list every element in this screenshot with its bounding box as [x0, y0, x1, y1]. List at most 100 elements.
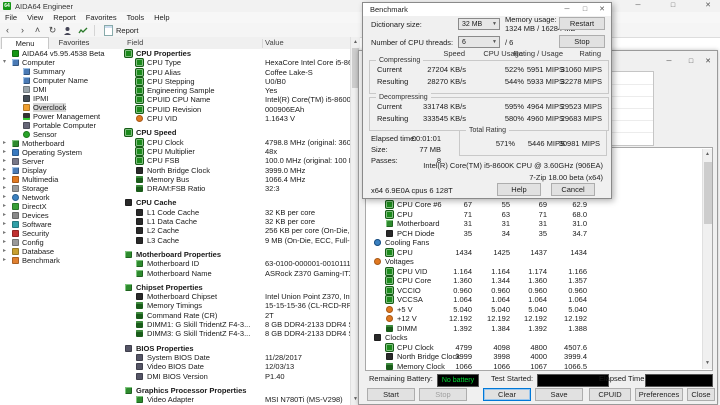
collapse-icon[interactable]: ▾	[3, 59, 7, 65]
tree-item-network[interactable]: ▸ Network	[0, 193, 120, 202]
list-row[interactable]: CPU Multiplier 48x	[120, 147, 350, 156]
column-header-field[interactable]: Field	[127, 38, 144, 47]
close-icon[interactable]: ✕	[705, 2, 711, 9]
sst-close-icon[interactable]: ✕	[705, 58, 711, 65]
list-section-row[interactable]: BIOS Properties	[120, 344, 350, 353]
sensor-row[interactable]: +5 V 5.040 5.040 5.040 5.040	[366, 305, 712, 315]
tree-item-motherboard[interactable]: ▸ Motherboard	[0, 139, 120, 148]
menu-report[interactable]: Report	[53, 13, 76, 22]
list-row[interactable]: Motherboard Chipset Intel Union Point Z37…	[120, 292, 350, 301]
tree-item-security[interactable]: ▸ Security	[0, 229, 120, 238]
list-row[interactable]: CPU Alias Coffee Lake-S	[120, 68, 350, 77]
list-row[interactable]: North Bridge Clock 3999.0 MHz	[120, 166, 350, 175]
scroll-thumb[interactable]	[352, 48, 359, 88]
forward-icon[interactable]: ›	[21, 25, 24, 35]
list-row[interactable]: CPU VID 1.1643 V	[120, 114, 350, 123]
list-row[interactable]: CPU Stepping U0/B0	[120, 77, 350, 86]
expand-icon[interactable]: ▸	[3, 167, 7, 173]
list-section-row[interactable]: Chipset Properties	[120, 283, 350, 292]
column-header-value[interactable]: Value	[265, 38, 284, 47]
list-section-row[interactable]: Graphics Processor Properties	[120, 386, 350, 395]
sensor-row[interactable]: CPU 71 63 71 68.0	[366, 210, 712, 220]
list-row[interactable]: CPU FSB 100.0 MHz (original: 100 MHz)	[120, 156, 350, 165]
tree-item-database[interactable]: ▸ Database	[0, 247, 120, 256]
tree-item-multimedia[interactable]: ▸ Multimedia	[0, 175, 120, 184]
list-row[interactable]: DIMM1: G Skill TridentZ F4-3... 8 GB DDR4…	[120, 320, 350, 329]
sensor-row[interactable]: CPU 1434 1425 1437 1434	[366, 248, 712, 258]
list-row[interactable]: Motherboard Name ASRock Z370 Gaming-ITX/a…	[120, 269, 350, 278]
list-section-row[interactable]: CPU Cache	[120, 198, 350, 207]
report-button[interactable]: Report	[99, 24, 144, 37]
user-icon[interactable]	[60, 24, 75, 36]
expand-icon[interactable]: ▸	[3, 230, 7, 236]
list-row[interactable]: CPU Clock 4798.8 MHz (original: 3600 MHz,…	[120, 138, 350, 147]
expand-icon[interactable]: ▸	[3, 257, 7, 263]
sst-scroll-down-icon[interactable]: ▼	[705, 360, 710, 366]
list-row[interactable]: DMI BIOS Version P1.40	[120, 372, 350, 381]
sensor-row[interactable]: Motherboard 31 31 31 31.0	[366, 219, 712, 229]
stop-button[interactable]: Stop	[419, 388, 467, 401]
menu-file[interactable]: File	[5, 13, 18, 22]
tree-item-computer-name[interactable]: Computer Name	[0, 76, 120, 85]
bench-minimize-icon[interactable]: ─	[564, 6, 570, 13]
sst-scrollbar[interactable]: ▲ ▼	[702, 149, 712, 369]
menu-favorites[interactable]: Favorites	[85, 13, 117, 22]
list-row[interactable]: Command Rate (CR) 2T	[120, 311, 350, 320]
scroll-down-icon[interactable]: ▼	[353, 396, 358, 402]
minimize-icon[interactable]: ─	[635, 2, 641, 9]
expand-icon[interactable]: ▸	[3, 221, 7, 227]
list-section-row[interactable]: Motherboard Properties	[120, 250, 350, 259]
expand-icon[interactable]: ▸	[3, 176, 7, 182]
up-icon[interactable]: ˄	[34, 25, 41, 35]
list-row[interactable]: CPU Type HexaCore Intel Core i5-8600K	[120, 58, 350, 67]
tree-item-overclock[interactable]: Overclock	[0, 103, 120, 112]
cpu-threads-select[interactable]: 6 ▼	[458, 36, 500, 48]
tree-item-operating-system[interactable]: ▸ Operating System	[0, 148, 120, 157]
bench-close-icon[interactable]: ✕	[599, 6, 605, 13]
list-row[interactable]: Memory Bus 1066.4 MHz	[120, 175, 350, 184]
list-row[interactable]: L3 Cache 9 MB (On-Die, ECC, Full-Speed)	[120, 236, 350, 245]
sensor-row[interactable]: VCCIO 0.960 0.960 0.960 0.960	[366, 286, 712, 296]
list-row[interactable]: CPUID CPU Name Intel(R) Core(TM) i5-8600K…	[120, 95, 350, 104]
list-row[interactable]: Video Adapter MSI N780Ti (MS-V298)	[120, 395, 350, 404]
menu-help[interactable]: Help	[154, 13, 170, 22]
tree-item-power-management[interactable]: Power Management	[0, 112, 120, 121]
list-section-row[interactable]: CPU Speed	[120, 128, 350, 137]
tree-item-aida64-v5-95-4538-beta[interactable]: AIDA64 v5.95.4538 Beta	[0, 49, 120, 58]
refresh-icon[interactable]: ↻	[48, 25, 57, 35]
back-icon[interactable]: ‹	[6, 25, 9, 35]
sensor-row[interactable]: Memory Clock 1066 1066 1067 1066.5	[366, 362, 712, 370]
list-row[interactable]: System BIOS Date 11/28/2017	[120, 353, 350, 362]
expand-icon[interactable]: ▸	[3, 203, 7, 209]
tree-item-devices[interactable]: ▸ Devices	[0, 211, 120, 220]
sensor-group-row[interactable]: Clocks	[366, 333, 712, 343]
tree-item-portable-computer[interactable]: Portable Computer	[0, 121, 120, 130]
sensor-row[interactable]: DIMM 1.392 1.384 1.392 1.388	[366, 324, 712, 334]
column-separator[interactable]	[262, 39, 263, 48]
help-button[interactable]: Help	[497, 183, 541, 196]
menu-view[interactable]: View	[27, 13, 44, 22]
cpuid-button[interactable]: CPUID	[589, 388, 631, 401]
list-section-row[interactable]: CPU Properties	[120, 49, 350, 58]
expand-icon[interactable]: ▸	[3, 140, 7, 146]
list-row[interactable]: DRAM:FSB Ratio 32:3	[120, 184, 350, 193]
sensor-row[interactable]: CPU VID 1.164 1.164 1.174 1.166	[366, 267, 712, 277]
cancel-button[interactable]: Cancel	[551, 183, 595, 196]
sst-scroll-up-icon[interactable]: ▲	[705, 151, 710, 157]
tree-item-ipmi[interactable]: IPMI	[0, 94, 120, 103]
list-row[interactable]: Video BIOS Date 12/03/13	[120, 362, 350, 371]
list-row[interactable]: Memory Timings 15-15-15-36 (CL-RCD-RP-RAS…	[120, 301, 350, 310]
menu-tools[interactable]: Tools	[126, 13, 145, 22]
list-row[interactable]: DIMM3: G Skill TridentZ F4-3... 8 GB DDR4…	[120, 329, 350, 338]
start-button[interactable]: Start	[367, 388, 415, 401]
list-row[interactable]: L1 Code Cache 32 KB per core	[120, 208, 350, 217]
list-row[interactable]: CPUID Revision 000906EAh	[120, 105, 350, 114]
dictionary-size-select[interactable]: 32 MB ▼	[458, 18, 500, 30]
close-button[interactable]: Close	[687, 388, 715, 401]
tree-item-config[interactable]: ▸ Config	[0, 238, 120, 247]
sensor-row[interactable]: +12 V 12.192 12.192 12.192 12.192	[366, 314, 712, 324]
expand-icon[interactable]: ▸	[3, 212, 7, 218]
sensor-row[interactable]: PCH Diode 35 34 35 34.7	[366, 229, 712, 239]
tree-item-benchmark[interactable]: ▸ Benchmark	[0, 256, 120, 265]
sensor-row[interactable]: CPU Core #6 67 55 69 62.9	[366, 200, 712, 210]
